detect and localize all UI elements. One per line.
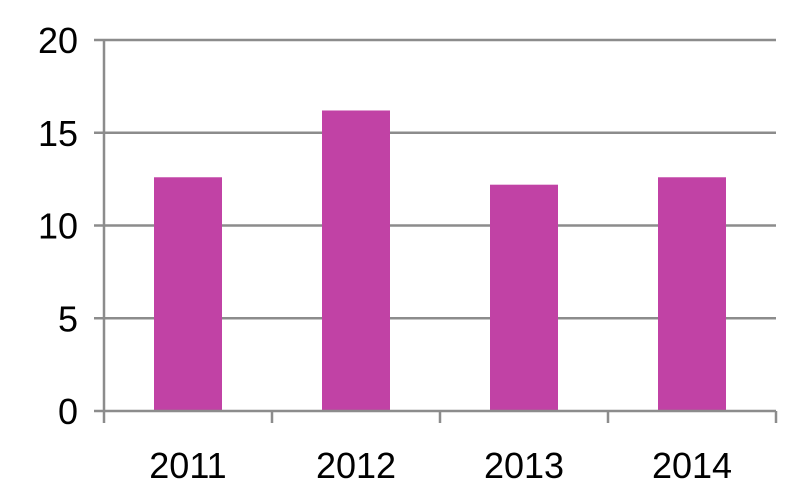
bar-2011 xyxy=(154,177,222,411)
bar-2014 xyxy=(658,177,726,411)
y-tick-label: 15 xyxy=(38,113,78,154)
x-tick-labels: 2011 2012 2013 2014 xyxy=(149,445,732,486)
y-tick-label: 0 xyxy=(58,391,78,432)
axes xyxy=(94,38,778,423)
y-tick-label: 20 xyxy=(38,20,78,61)
x-tick-label: 2014 xyxy=(652,445,732,486)
x-tick-label: 2012 xyxy=(316,445,396,486)
y-tick-label: 5 xyxy=(58,298,78,339)
bar-2013 xyxy=(490,184,558,411)
y-tick-label: 10 xyxy=(38,206,78,247)
x-tick-label: 2013 xyxy=(484,445,564,486)
y-tick-labels: 0 5 10 15 20 xyxy=(38,20,78,432)
bar-2012 xyxy=(322,110,390,412)
x-tick-label: 2011 xyxy=(149,445,226,486)
bars xyxy=(154,110,726,412)
